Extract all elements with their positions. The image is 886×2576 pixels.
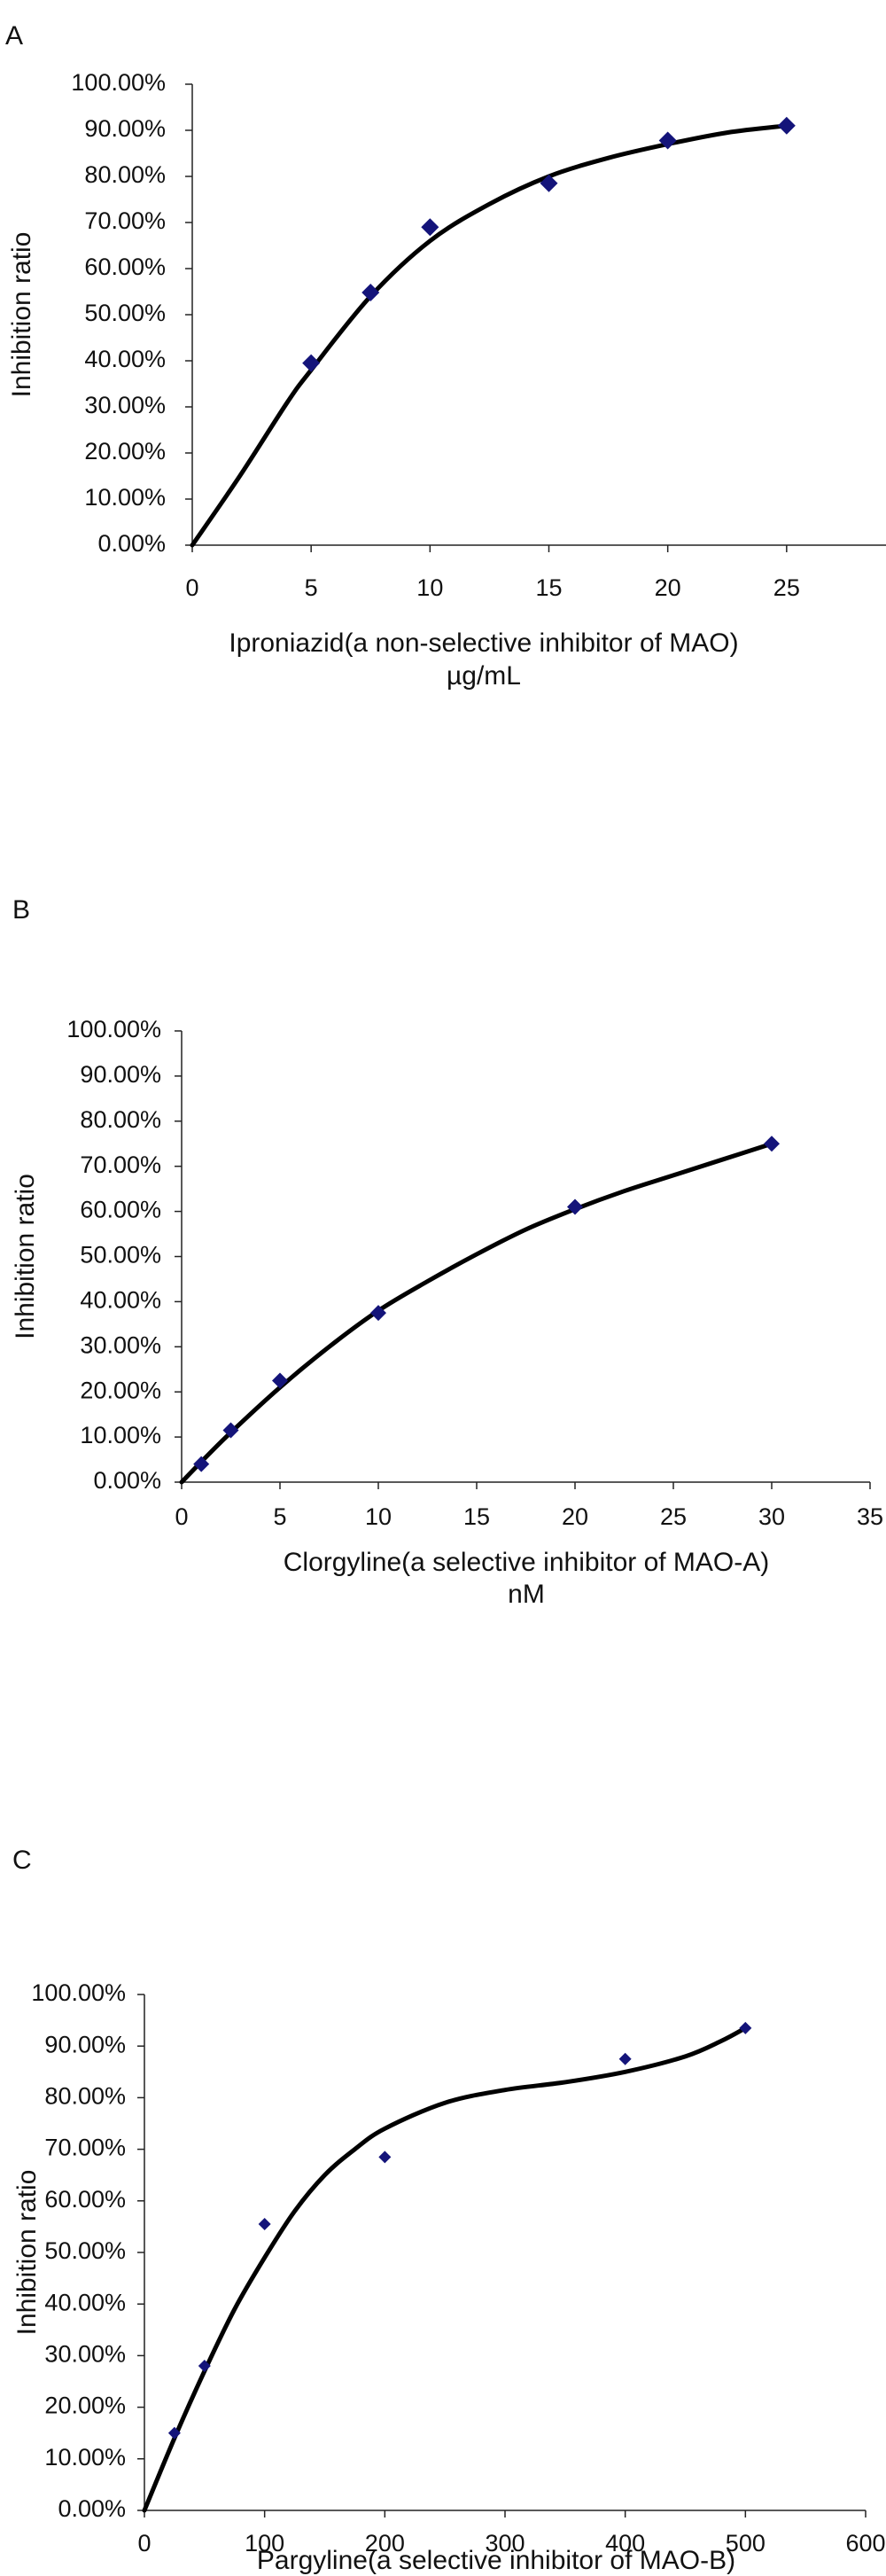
y-tick-label: 20.00% xyxy=(44,2393,126,2419)
chart-panel-a: A 0.00% 10.00% 20.00% 30.00% 40.00% 50.00% 60.0… xyxy=(5,21,886,691)
y-tick-label: 40.00% xyxy=(84,346,166,372)
panel-label: C xyxy=(12,1846,32,1875)
y-tick-label: 100.00% xyxy=(66,1016,161,1042)
x-axis-title-line: nM xyxy=(478,2572,515,2576)
y-tick-label: 20.00% xyxy=(80,1377,161,1403)
x-tick-label: 5 xyxy=(305,574,318,601)
y-tick-label: 40.00% xyxy=(80,1287,161,1314)
x-tick-label: 5 xyxy=(273,1503,286,1530)
data-point xyxy=(272,1372,288,1389)
data-point xyxy=(361,284,380,302)
y-tick-label: 10.00% xyxy=(44,2444,126,2471)
data-point xyxy=(618,2052,632,2065)
data-point xyxy=(193,1456,210,1472)
data-point xyxy=(198,2360,211,2373)
y-tick-label: 0.00% xyxy=(58,2495,126,2522)
x-tick-label: 20 xyxy=(655,574,681,601)
y-tick-label: 80.00% xyxy=(80,1106,161,1133)
y-tick-label: 90.00% xyxy=(44,2031,126,2057)
y-tick-label: 50.00% xyxy=(44,2237,126,2264)
x-tick-label: 500 xyxy=(726,2530,766,2556)
data-point xyxy=(739,2021,752,2034)
y-tick-label: 30.00% xyxy=(84,392,166,418)
y-axis-title: Inhibition ratio xyxy=(11,1174,40,1339)
x-axis-title-line: Iproniazid(a non-selective inhibitor of … xyxy=(229,628,738,658)
data-point xyxy=(567,1198,583,1215)
x-tick-label: 100 xyxy=(245,2530,284,2556)
data-point xyxy=(378,2151,392,2164)
fitted-curve xyxy=(179,1141,774,1485)
x-tick-label: 200 xyxy=(365,2530,405,2556)
x-tick-label: 10 xyxy=(416,574,443,601)
x-axis-title-line: µg/mL xyxy=(447,661,521,691)
data-point xyxy=(777,116,796,135)
data-point xyxy=(302,354,321,372)
chart-panel-b: B 0.00% 10.00% 20.00% 30.00% 40.00% 50.00% 60.0… xyxy=(11,895,883,1609)
x-tick-label: 20 xyxy=(562,1503,588,1530)
panel-label: B xyxy=(12,895,30,925)
panel-label: A xyxy=(5,21,23,51)
y-tick-label: 0.00% xyxy=(93,1467,161,1494)
chart-panel-c: C 0.00% 10.00% 20.00% 30.00% 40.00% 50.00% 60.0… xyxy=(12,1846,886,2576)
y-tick-label: 70.00% xyxy=(84,207,166,234)
fitted-curve xyxy=(190,123,789,548)
y-axis-title: Inhibition ratio xyxy=(7,232,36,398)
data-point xyxy=(421,218,439,237)
y-tick-label: 60.00% xyxy=(84,254,166,280)
data-point xyxy=(370,1305,386,1322)
y-tick-label: 30.00% xyxy=(44,2341,126,2368)
y-tick-label: 100.00% xyxy=(31,1979,126,2006)
x-tick-label: 25 xyxy=(660,1503,687,1530)
x-tick-label: 35 xyxy=(857,1503,883,1530)
data-point xyxy=(658,131,677,150)
x-axis-title-line: Clorgyline(a selective inhibitor of MAO-… xyxy=(284,1548,770,1577)
y-tick-label: 50.00% xyxy=(80,1242,161,1268)
x-tick-label: 600 xyxy=(845,2530,885,2556)
y-tick-label: 60.00% xyxy=(80,1197,161,1223)
y-tick-label: 40.00% xyxy=(44,2289,126,2315)
y-tick-label: 10.00% xyxy=(80,1422,161,1448)
y-tick-label: 10.00% xyxy=(84,484,166,511)
data-point xyxy=(258,2217,271,2230)
data-point xyxy=(222,1422,239,1439)
data-point xyxy=(167,2426,181,2439)
y-axis-title: Inhibition ratio xyxy=(12,2170,42,2336)
y-tick-label: 60.00% xyxy=(44,2186,126,2213)
y-tick-label: 70.00% xyxy=(44,2135,126,2161)
y-tick-label: 30.00% xyxy=(80,1331,161,1358)
x-tick-label: 0 xyxy=(137,2530,151,2556)
x-tick-label: 0 xyxy=(175,1503,188,1530)
fitted-curve xyxy=(142,2026,748,2513)
y-tick-label: 50.00% xyxy=(84,300,166,326)
data-point xyxy=(764,1136,780,1152)
x-tick-label: 10 xyxy=(365,1503,392,1530)
x-tick-label: 25 xyxy=(773,574,800,601)
x-tick-label: 400 xyxy=(605,2530,645,2556)
y-tick-label: 20.00% xyxy=(84,438,166,464)
x-tick-label: 30 xyxy=(758,1503,785,1530)
data-point xyxy=(540,174,558,192)
x-axis-title-line: Pargyline(a selective inhibitor of MAO-B… xyxy=(257,2546,735,2575)
x-tick-label: 300 xyxy=(485,2530,525,2556)
y-tick-label: 70.00% xyxy=(80,1151,161,1178)
y-tick-label: 80.00% xyxy=(44,2083,126,2110)
y-tick-label: 90.00% xyxy=(84,115,166,142)
x-tick-label: 15 xyxy=(463,1503,490,1530)
x-axis-title-line: nM xyxy=(508,1580,545,1609)
y-tick-label: 90.00% xyxy=(80,1061,161,1088)
y-tick-label: 80.00% xyxy=(84,161,166,188)
x-tick-label: 15 xyxy=(535,574,562,601)
x-tick-label: 0 xyxy=(185,574,198,601)
y-tick-label: 100.00% xyxy=(71,69,166,96)
y-tick-label: 0.00% xyxy=(97,530,166,557)
